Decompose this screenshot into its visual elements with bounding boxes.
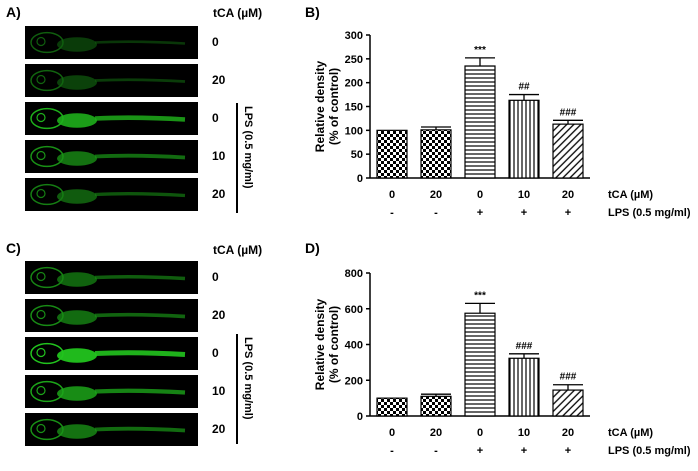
y-tick-label: 0 (357, 411, 363, 423)
panel-label-c: C) (6, 240, 21, 256)
lps-sign-label: - (390, 207, 394, 219)
lps-sign-label: + (565, 207, 571, 219)
panel-a-fish-image (25, 140, 198, 173)
panel-label-b: B) (305, 4, 320, 20)
tca-row-label: tCA (µM) (608, 189, 653, 201)
lps-sign-label: + (521, 207, 527, 219)
panel-c-row-label: 0 (212, 269, 219, 284)
y-tick-label: 250 (345, 54, 363, 66)
x-tick-label: 10 (518, 427, 530, 439)
panel-c-fish-image (25, 337, 198, 370)
tca-row-label: tCA (µM) (608, 427, 653, 439)
y-axis-label-unit: (% of control) (327, 306, 341, 383)
x-tick-label: 0 (389, 427, 395, 439)
x-tick-label: 20 (430, 189, 442, 201)
significance-label: ### (560, 372, 577, 383)
x-tick-label: 20 (562, 427, 574, 439)
x-tick-label: 0 (389, 189, 395, 201)
lps-label-a: LPS (0.5 mg/ml) (242, 106, 254, 189)
panel-c-fish-image (25, 375, 198, 408)
y-tick-label: 800 (345, 268, 363, 280)
panel-a-row-label: 0 (212, 34, 219, 49)
lps-sign-label: - (390, 445, 394, 457)
y-tick-label: 50 (351, 149, 363, 161)
significance-label: *** (474, 290, 486, 301)
y-tick-label: 400 (345, 340, 363, 352)
significance-label: ## (518, 82, 530, 93)
panel-a-row-label: 10 (212, 148, 226, 163)
x-tick-label: 0 (477, 189, 483, 201)
lps-label-c: LPS (0.5 mg/ml) (242, 337, 254, 420)
panel-c-fish-image (25, 299, 198, 332)
y-axis-label: Relative density (313, 298, 327, 390)
x-tick-label: 20 (430, 427, 442, 439)
panel-a-row-label: 0 (212, 110, 219, 125)
panel-a-row-label: 20 (212, 72, 226, 87)
bar (420, 395, 452, 417)
bar (464, 312, 496, 417)
y-axis-label: Relative density (313, 60, 327, 152)
panel-c-row-label: 20 (212, 421, 226, 436)
bar (376, 397, 408, 417)
panel-a-fish-image (25, 26, 198, 59)
y-tick-label: 100 (345, 125, 363, 137)
y-axis-label-unit: (% of control) (327, 68, 341, 145)
lps-sign-label: + (521, 445, 527, 457)
y-tick-label: 200 (345, 375, 363, 387)
bar (508, 99, 540, 179)
bar (376, 129, 408, 179)
bar (508, 357, 540, 417)
panel-c-row-label: 0 (212, 345, 219, 360)
lps-sign-label: - (434, 445, 438, 457)
y-tick-label: 300 (345, 30, 363, 42)
y-tick-label: 150 (345, 102, 363, 114)
lps-sign-label: + (477, 207, 483, 219)
panel-a-fish-image (25, 178, 198, 211)
panel-c-row-label: 10 (212, 383, 226, 398)
bar (552, 389, 584, 417)
panel-c-fish-image (25, 413, 198, 446)
panel-c-row-label: 20 (212, 307, 226, 322)
y-tick-label: 600 (345, 304, 363, 316)
bar (552, 123, 584, 179)
x-tick-label: 0 (477, 427, 483, 439)
significance-label: *** (474, 45, 486, 56)
lps-row-label: LPS (0.5 mg/ml) (608, 207, 691, 219)
y-tick-label: 0 (357, 173, 363, 185)
panel-label-a: A) (6, 4, 21, 20)
panel-a-row-label: 20 (212, 186, 226, 201)
lps-sign-label: + (477, 445, 483, 457)
bar (464, 65, 496, 179)
panel-a-fish-image (25, 102, 198, 135)
significance-label: ### (516, 341, 533, 352)
lps-sign-label: - (434, 207, 438, 219)
lps-row-label: LPS (0.5 mg/ml) (608, 445, 691, 457)
x-tick-label: 10 (518, 189, 530, 201)
tca-header-a: tCA (µM) (213, 6, 263, 20)
panel-c-fish-image (25, 261, 198, 294)
tca-header-c: tCA (µM) (213, 243, 263, 257)
lps-bracket-a (236, 103, 238, 213)
x-tick-label: 20 (562, 189, 574, 201)
lps-sign-label: + (565, 445, 571, 457)
panel-a-fish-image (25, 64, 198, 97)
y-tick-label: 200 (345, 78, 363, 90)
panel-label-d: D) (305, 240, 320, 256)
significance-label: ### (560, 107, 577, 118)
bar (420, 129, 452, 179)
lps-bracket-c (236, 334, 238, 444)
